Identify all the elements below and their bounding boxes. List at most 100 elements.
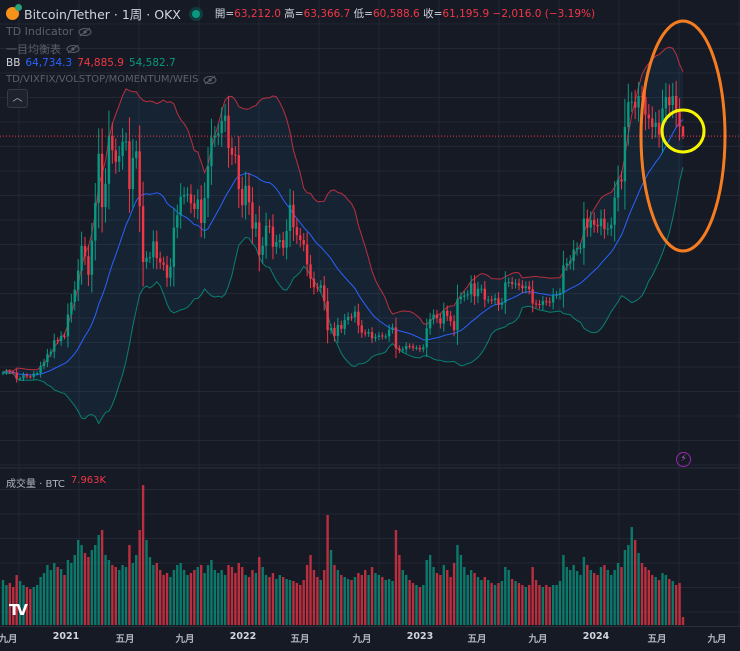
indicator-td[interactable]: TD Indicator [6, 25, 92, 38]
volume-bar [551, 585, 555, 625]
candle-body [63, 335, 66, 337]
market-open-status-icon[interactable] [191, 9, 200, 18]
symbol-title[interactable]: Bitcoin/Tether · 1周 · OKX [24, 7, 181, 22]
candle-body [73, 289, 76, 303]
volume-bar [411, 583, 415, 625]
volume-bar [562, 555, 565, 625]
eye-hidden-icon[interactable] [66, 44, 80, 54]
candle-body [152, 241, 155, 258]
candle-body [186, 194, 189, 196]
indicator-bb[interactable]: BB 64,734.3 74,885.9 54,582.7 [6, 57, 176, 69]
volume-bar [148, 557, 152, 625]
volume-bar [70, 563, 73, 625]
volume-bar [63, 575, 66, 625]
volume-bar [387, 579, 391, 625]
candle-body [206, 166, 210, 199]
candle-body [258, 222, 261, 255]
volume-bar [94, 545, 97, 625]
candle-body [449, 315, 452, 322]
candle-body [336, 324, 340, 336]
volume-bar [316, 577, 319, 625]
candle-body [487, 299, 490, 301]
candle-body [422, 347, 425, 350]
volume-bar [217, 573, 220, 625]
candle-body [592, 220, 596, 225]
symbol-legend[interactable]: Bitcoin/Tether · 1周 · OKX 開=63,212.0 高=6… [6, 4, 595, 23]
volume-bar [326, 515, 329, 625]
indicator-td-vixfix[interactable]: TD/VIXFIX/VOLSTOP/MOMENTUM/WEIS [6, 74, 217, 85]
candle-body [442, 310, 446, 324]
candle-body [562, 265, 565, 294]
volume-bar [350, 580, 353, 625]
volume-bar [282, 577, 285, 625]
candle-body [514, 283, 517, 285]
candle-body [377, 335, 381, 337]
volume-bar [258, 557, 261, 625]
volume-bar [12, 587, 15, 625]
candle-body [189, 194, 193, 204]
bb-upper-value: 74,885.9 [77, 57, 124, 69]
volume-bar [681, 617, 685, 625]
candle-body [674, 96, 678, 113]
volume-bar [408, 580, 411, 625]
time-axis-label: 五月 [467, 634, 487, 645]
time-axis-label: 五月 [115, 634, 135, 645]
candle-body [309, 264, 312, 279]
orange-annotation-ellipse[interactable] [639, 19, 727, 253]
volume-bar [90, 550, 94, 625]
volume-bar [32, 587, 35, 625]
volume-bar [176, 565, 179, 625]
volume-bar [572, 565, 575, 625]
candle-body [627, 102, 630, 128]
volume-bar [49, 570, 53, 625]
volume-bar [165, 573, 169, 625]
volume-bar [548, 587, 551, 625]
indicator-ichimoku[interactable]: 一目均衡表 [6, 41, 80, 57]
candle-body [59, 335, 63, 342]
volume-value: 7.963K [70, 475, 107, 486]
time-axis-label: 九月 [175, 634, 195, 645]
volume-bar [25, 587, 29, 625]
candle-body [251, 202, 254, 229]
volume-bar [418, 587, 422, 625]
candle-body [247, 185, 251, 203]
volume-bar [15, 575, 18, 625]
volume-bar [128, 545, 131, 625]
candle-body [35, 373, 39, 375]
volume-bar [596, 575, 599, 625]
yellow-annotation-circle[interactable] [660, 108, 706, 154]
candle-body [353, 311, 357, 318]
candle-body [237, 155, 240, 190]
eye-hidden-icon[interactable] [203, 75, 217, 85]
volume-bar [244, 575, 247, 625]
time-axis[interactable]: 九月 2021 五月 九月 2022 五月 九月 2023 五月 九月 2024 五月 九月 [0, 626, 740, 651]
volume-bar [668, 579, 671, 625]
candle-body [681, 126, 685, 137]
volume-bar [610, 575, 613, 625]
volume-bar [234, 573, 237, 625]
candle-body [87, 256, 90, 275]
candle-body [644, 96, 647, 115]
candle-body [1, 372, 5, 374]
bb-lower-value: 54,582.7 [128, 57, 176, 69]
tradingview-logo[interactable]: TV [9, 601, 28, 619]
volume-bar [288, 580, 292, 625]
collapse-legend-button[interactable]: ︿ [7, 89, 28, 108]
candle-body [39, 365, 42, 374]
candle-body [541, 301, 545, 305]
volume-bar [364, 570, 367, 625]
volume-legend[interactable]: 成交量 · BTC 7.963K [6, 475, 107, 490]
candle-body [155, 241, 158, 259]
candle-body [165, 264, 169, 278]
candle-body [469, 283, 473, 295]
candles [1, 80, 685, 383]
volume-bar [42, 573, 46, 625]
candle-body [521, 285, 524, 289]
volume-bar [121, 565, 124, 625]
volume-bar [459, 555, 463, 625]
eye-hidden-icon[interactable] [78, 27, 92, 37]
volume-bar [592, 573, 596, 625]
lightning-icon[interactable]: ⚡ [676, 452, 691, 467]
candle-body [678, 112, 681, 127]
